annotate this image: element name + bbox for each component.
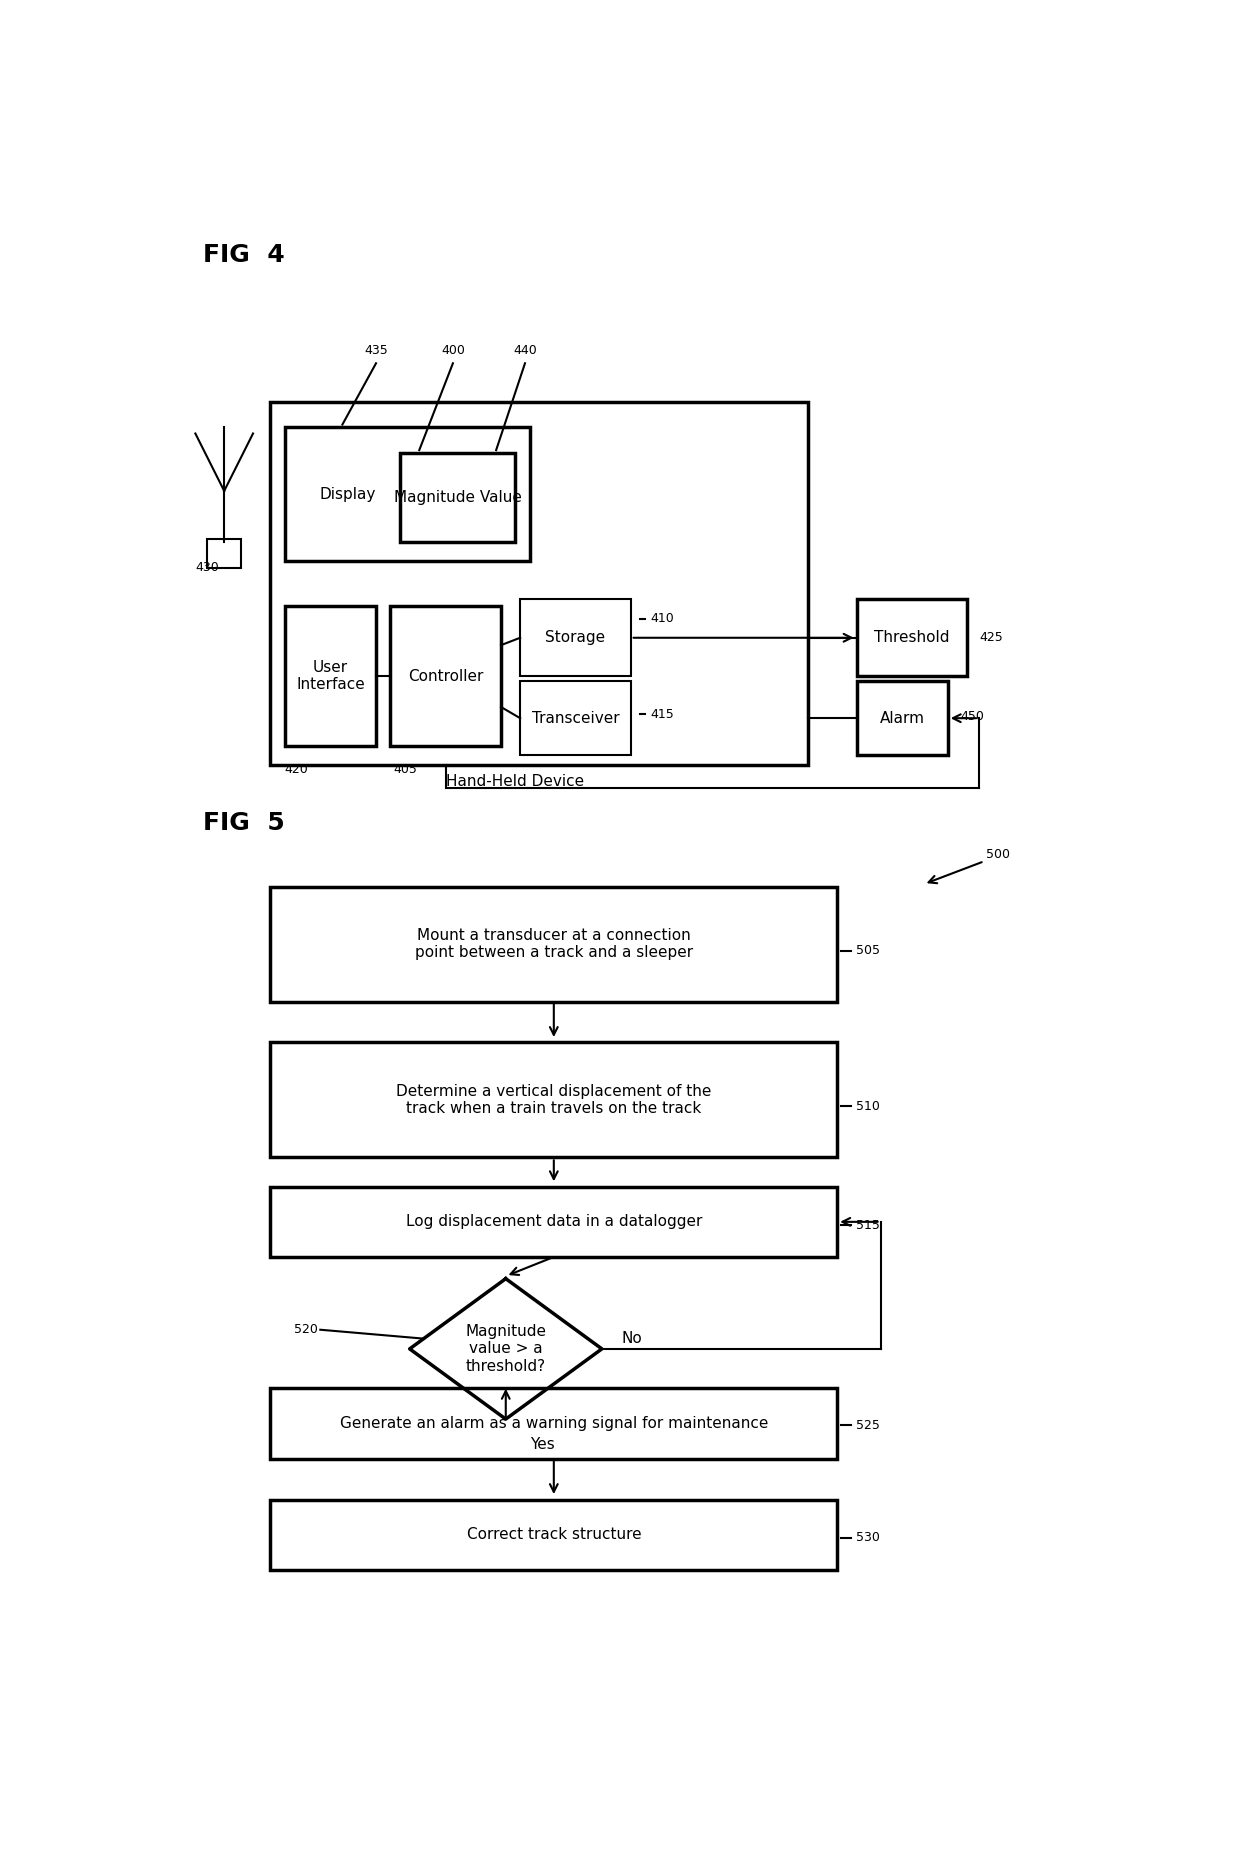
Text: 405: 405 [393,763,417,776]
Text: 425: 425 [980,631,1003,644]
Text: 430: 430 [196,561,219,574]
Text: 530: 530 [856,1532,879,1545]
Bar [285,605,376,747]
Bar [521,600,631,676]
Text: Magnitude
value > a
threshold?: Magnitude value > a threshold? [465,1324,547,1374]
Bar [857,682,947,756]
Bar [285,427,529,561]
Text: 520: 520 [294,1324,319,1337]
Bar [270,888,837,1001]
Text: Alarm: Alarm [879,711,925,726]
Text: 525: 525 [856,1419,879,1432]
Text: 450: 450 [960,711,985,724]
Text: 420: 420 [285,763,309,776]
Text: Hand-Held Device: Hand-Held Device [446,774,584,789]
Text: FIG  5: FIG 5 [203,812,285,836]
Text: Display: Display [319,487,376,501]
Text: User
Interface: User Interface [296,659,365,693]
Text: Magnitude Value: Magnitude Value [394,490,522,505]
Text: Threshold: Threshold [874,630,950,644]
Bar [857,600,967,676]
Text: Mount a transducer at a connection
point between a track and a sleeper: Mount a transducer at a connection point… [414,928,693,960]
Bar [401,453,516,542]
Text: Yes: Yes [529,1437,554,1452]
Text: Controller: Controller [408,669,484,683]
Bar [270,1500,837,1569]
Text: Generate an alarm as a warning signal for maintenance: Generate an alarm as a warning signal fo… [340,1417,768,1432]
Polygon shape [409,1279,601,1419]
Text: Log displacement data in a datalogger: Log displacement data in a datalogger [405,1214,702,1229]
Text: Determine a vertical displacement of the
track when a train travels on the track: Determine a vertical displacement of the… [396,1084,712,1116]
Text: 510: 510 [856,1099,879,1112]
Bar [207,540,242,568]
Text: Correct track structure: Correct track structure [466,1526,641,1541]
Bar [270,401,808,765]
Bar [270,1042,837,1157]
Bar [270,1187,837,1257]
Bar [270,1389,837,1460]
Text: 415: 415 [650,708,673,721]
Text: 515: 515 [856,1218,879,1231]
Text: 400: 400 [441,344,465,357]
Bar [391,605,501,747]
Text: Storage: Storage [546,630,605,644]
Text: 440: 440 [513,344,537,357]
Text: 410: 410 [650,613,673,626]
Text: Transceiver: Transceiver [532,711,619,726]
Text: 435: 435 [365,344,388,357]
Text: No: No [621,1331,642,1346]
Text: 505: 505 [856,943,879,956]
Bar [521,682,631,756]
Text: FIG  4: FIG 4 [203,243,285,267]
Text: 500: 500 [986,849,1011,862]
